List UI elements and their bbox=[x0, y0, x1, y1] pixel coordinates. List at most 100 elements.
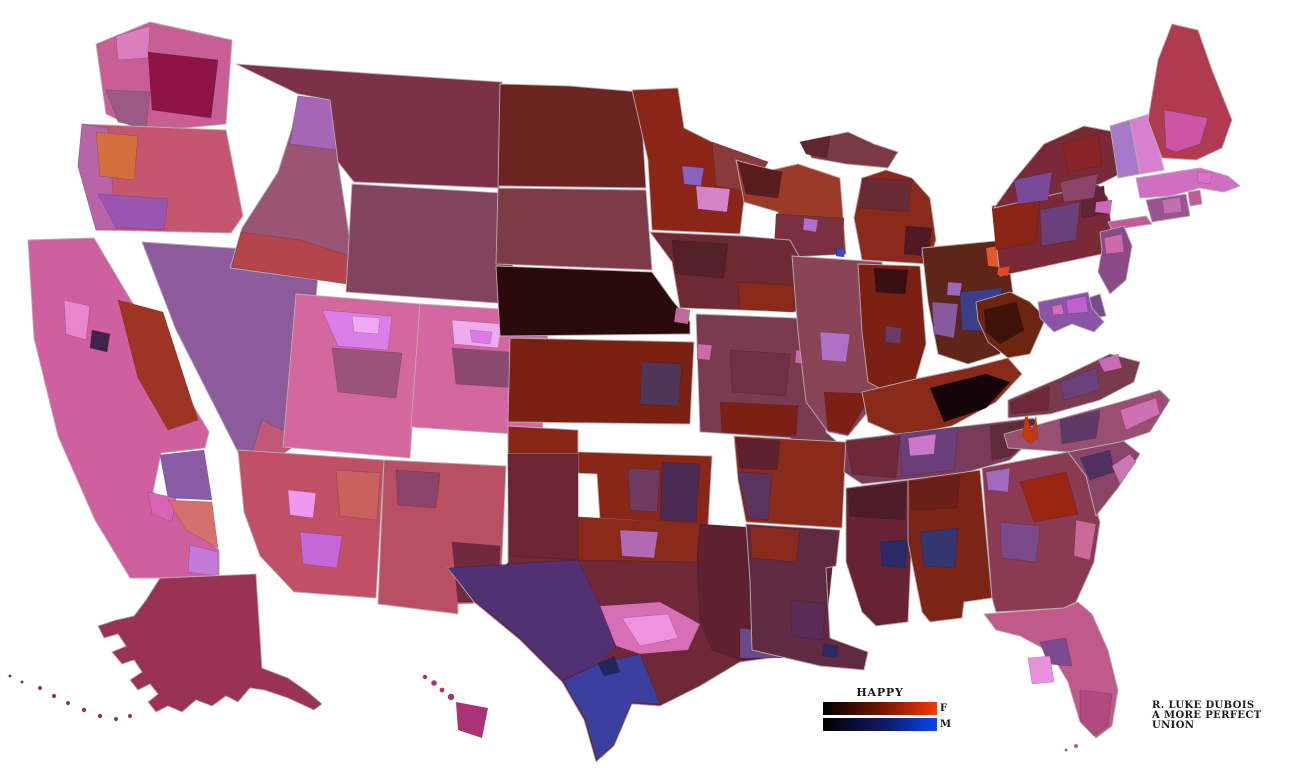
district-mn-pink bbox=[695, 185, 731, 213]
state-california bbox=[27, 237, 220, 579]
credit-author: R. LUKE DUBOIS bbox=[1152, 700, 1255, 711]
district-la-north bbox=[749, 525, 801, 563]
district-ga-pink bbox=[1073, 519, 1097, 561]
district-ms-north bbox=[847, 482, 907, 521]
district-ks-east bbox=[639, 361, 683, 407]
district-mi-north bbox=[859, 177, 913, 213]
state-maryland bbox=[1037, 291, 1105, 333]
district-ny-adk bbox=[1061, 133, 1103, 173]
district-mo-mid bbox=[729, 349, 791, 397]
district-sc-pink bbox=[1111, 453, 1137, 485]
district-ut-mauve bbox=[331, 347, 403, 399]
state-mt bbox=[235, 63, 503, 189]
hawaii-molokai bbox=[439, 687, 445, 693]
state-kansas bbox=[507, 337, 695, 425]
state-indiana bbox=[857, 263, 927, 397]
state-ak bbox=[97, 573, 323, 713]
state-virginia bbox=[1007, 353, 1141, 419]
state-arkansas bbox=[733, 435, 847, 529]
district-ct-pink bbox=[1161, 196, 1183, 215]
state-connecticut bbox=[1145, 193, 1191, 223]
state-ri bbox=[1187, 189, 1203, 207]
district-nc-pink bbox=[1119, 397, 1161, 431]
florida-keys bbox=[1074, 744, 1078, 748]
district-nc-purple bbox=[1059, 409, 1101, 445]
aleutian-island-7 bbox=[97, 713, 103, 719]
state-nh bbox=[1129, 113, 1165, 175]
state-la bbox=[745, 523, 869, 671]
state-ma bbox=[1135, 167, 1241, 199]
district-ga-brick bbox=[1019, 471, 1079, 523]
district-tx-south-blue bbox=[562, 653, 661, 761]
state-oregon bbox=[77, 123, 244, 234]
district-md-pink bbox=[1051, 303, 1065, 316]
district-ma-boston bbox=[1196, 171, 1213, 185]
state-utah bbox=[282, 293, 421, 459]
state-nd bbox=[497, 83, 647, 189]
district-va-west bbox=[1009, 385, 1051, 415]
state-louisiana bbox=[745, 523, 869, 671]
district-il-south bbox=[823, 391, 873, 435]
legend-title: HAPPY bbox=[856, 686, 904, 699]
aleutian-island-1 bbox=[8, 674, 12, 678]
district-ut-light bbox=[351, 315, 381, 335]
district-md-violet bbox=[1065, 295, 1089, 315]
district-mo-south bbox=[719, 401, 799, 437]
district-ok-plum bbox=[627, 467, 661, 513]
legend-label-f: F bbox=[940, 703, 948, 714]
district-oh-lav bbox=[946, 281, 963, 297]
district-fl-tampa bbox=[1027, 655, 1055, 685]
district-ca-south-purple bbox=[159, 449, 213, 501]
district-tn-west bbox=[845, 435, 901, 479]
district-mi-up-dark bbox=[799, 135, 831, 159]
district-ms-navy bbox=[879, 539, 909, 569]
district-ok-east bbox=[659, 461, 701, 523]
state-sd bbox=[495, 187, 653, 271]
state-mississippi bbox=[845, 479, 915, 627]
district-ky-black bbox=[929, 373, 1011, 423]
district-nm-plum bbox=[395, 469, 441, 509]
aleutian-island-4 bbox=[52, 694, 56, 698]
district-ny-south bbox=[1059, 173, 1099, 203]
state-west-virginia bbox=[975, 291, 1047, 359]
district-in-indy bbox=[884, 325, 903, 345]
district-ca-sf bbox=[89, 329, 111, 353]
district-co-violet bbox=[469, 329, 493, 345]
state-north-carolina bbox=[1003, 389, 1171, 453]
district-nj-pink bbox=[1103, 233, 1125, 255]
district-oh-purple bbox=[931, 301, 959, 339]
district-or-orange bbox=[95, 131, 139, 181]
district-sc-dark bbox=[1079, 449, 1115, 481]
state-arizona bbox=[237, 449, 385, 599]
district-ca-salmon bbox=[167, 499, 219, 549]
state-new-york bbox=[992, 125, 1153, 231]
district-tx-panhandle bbox=[507, 453, 579, 561]
district-fl-south bbox=[1079, 689, 1113, 737]
florida-keys-2 bbox=[1064, 748, 1068, 752]
district-az-light bbox=[287, 489, 317, 519]
district-tx-dallas bbox=[619, 529, 659, 559]
district-tx-south-navy bbox=[597, 655, 621, 677]
legend-label-m: M bbox=[940, 719, 952, 730]
district-az-salmon bbox=[335, 469, 381, 521]
state-maine bbox=[1147, 23, 1233, 161]
district-la-purple bbox=[789, 599, 827, 641]
aleutian-island-8 bbox=[114, 717, 118, 721]
state-iowa bbox=[649, 231, 801, 313]
district-ga-purple bbox=[999, 521, 1041, 563]
district-ar-nw bbox=[735, 437, 781, 471]
state-oklahoma bbox=[507, 425, 713, 527]
district-mo-kc bbox=[696, 343, 713, 361]
district-tn-nashville bbox=[907, 433, 937, 457]
legend: HAPPY F M bbox=[823, 686, 973, 734]
legend-bar-f bbox=[823, 702, 937, 715]
state-ne bbox=[495, 265, 691, 337]
district-il-violet bbox=[819, 331, 851, 363]
district-me-south bbox=[1163, 109, 1209, 153]
district-ia-se bbox=[737, 281, 797, 313]
district-ia-nw bbox=[671, 239, 729, 279]
district-ar-west bbox=[737, 471, 773, 521]
state-wy bbox=[345, 183, 519, 305]
